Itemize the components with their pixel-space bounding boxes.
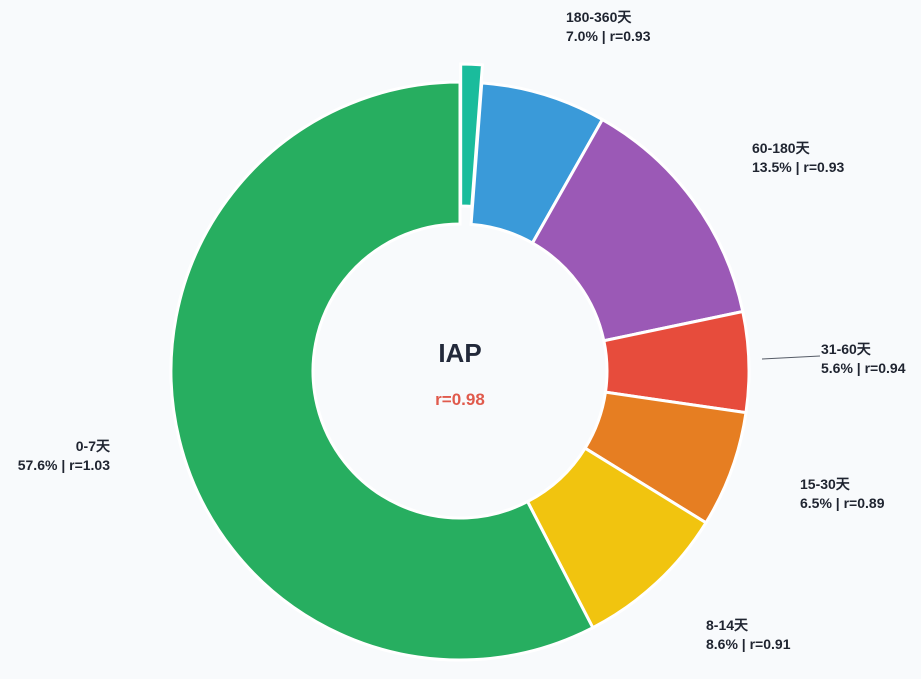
slice-label-180-360: 180-360天	[566, 9, 632, 25]
slice-label-8-14: 8-14天	[706, 617, 749, 633]
slice-annotation-15-30: 6.5% | r=0.89	[800, 495, 885, 511]
slice-annotation-31-60: 5.6% | r=0.94	[821, 360, 906, 376]
slice-label-0-7: 0-7天	[76, 438, 111, 454]
slice-60-180	[530, 117, 745, 343]
center-subtitle: r=0.98	[435, 390, 485, 409]
leader-line-31-60	[761, 355, 821, 360]
slice-labels: 180-360天 7.0% | r=0.93 60-180天 13.5% | r…	[18, 9, 906, 652]
slice-annotation-60-180: 13.5% | r=0.93	[752, 159, 844, 175]
slice-annotation-0-7: 57.6% | r=1.03	[18, 457, 110, 473]
center-title: IAP	[438, 338, 481, 368]
slice-annotation-180-360: 7.0% | r=0.93	[566, 28, 651, 44]
slice-0-7	[169, 80, 595, 662]
slice-label-15-30: 15-30天	[800, 476, 851, 492]
slice-annotation-8-14: 8.6% | r=0.91	[706, 636, 791, 652]
donut-slices	[169, 62, 751, 662]
slice-label-60-180: 60-180天	[752, 140, 811, 156]
slice-label-31-60: 31-60天	[821, 341, 872, 357]
